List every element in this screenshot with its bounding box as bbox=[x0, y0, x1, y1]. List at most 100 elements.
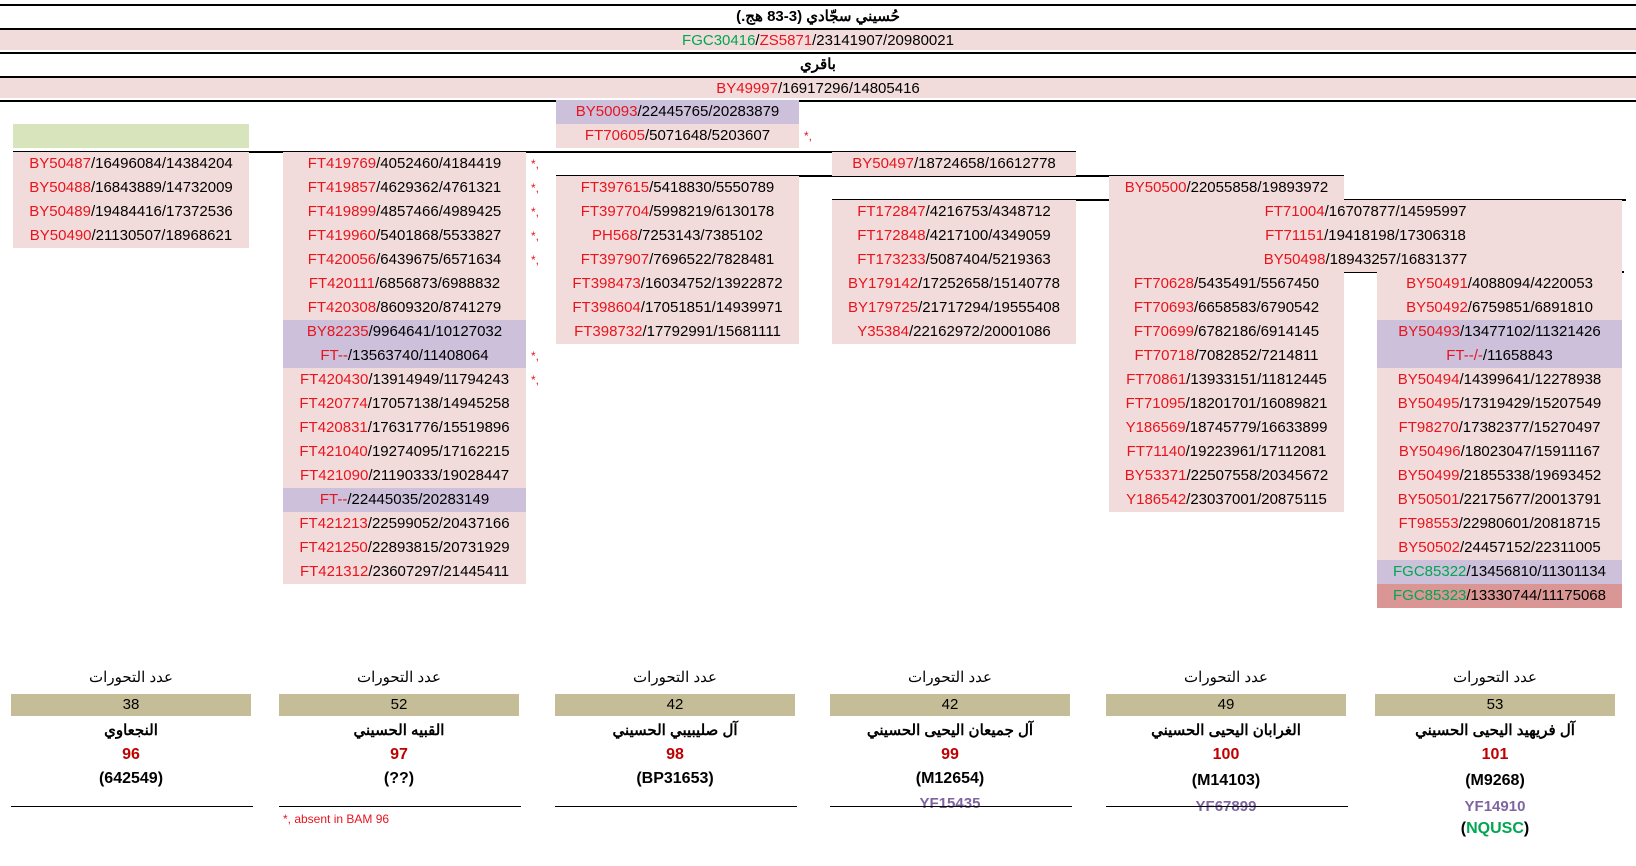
mutation-count-label: عدد التحورات bbox=[633, 669, 717, 686]
snp-id: BY50489 bbox=[29, 203, 91, 220]
snp-position: /6856873/6988832 bbox=[375, 275, 501, 292]
snp-id: FT-- bbox=[319, 491, 348, 508]
snp-position: /19223961/17112081 bbox=[1185, 443, 1327, 460]
lineage-extra-code: NQUSC bbox=[1466, 820, 1524, 837]
empty-green-box bbox=[13, 124, 249, 148]
snp-segment: /23141907/20980021 bbox=[812, 32, 954, 49]
snp-id: BY50492 bbox=[1406, 299, 1468, 316]
snp-row: FT398732/17792991/15681111 bbox=[556, 320, 799, 344]
snp-row: FT70699/6782186/6914145 bbox=[1109, 320, 1344, 344]
absent-marker: *, bbox=[531, 349, 540, 363]
snp-position: /4052460/4184419 bbox=[376, 155, 502, 172]
snp-row: BY50491/4088094/4220053 bbox=[1377, 272, 1622, 296]
snp-row: FT70861/13933151/11812445 bbox=[1109, 368, 1344, 392]
snp-row: BY179725/21717294/19555408 bbox=[832, 296, 1076, 320]
lineage-yf: YF14910 bbox=[1464, 798, 1526, 815]
snp-row: FT--/-/11658843 bbox=[1377, 344, 1622, 368]
lineage-name: الغرابان اليحيى الحسيني bbox=[1151, 722, 1301, 739]
snp-position: /9964641/10127032 bbox=[368, 323, 503, 340]
lineage-snp: (BP31653) bbox=[636, 770, 714, 787]
snp-id: FT420111 bbox=[308, 275, 375, 292]
summary-underline bbox=[279, 806, 521, 807]
mutation-count: 38 bbox=[11, 694, 251, 716]
snp-row: BY50499/21855338/19693452 bbox=[1377, 464, 1622, 488]
snp-row: BY50490/21130507/18968621 bbox=[13, 224, 249, 248]
lineage-number: 100 bbox=[1212, 746, 1240, 763]
snp-id: FT421312 bbox=[299, 563, 369, 580]
snp-row: FT420774/17057138/14945258 bbox=[283, 392, 526, 416]
absent-marker: *, bbox=[531, 373, 540, 387]
snp-row: BY50502/24457152/22311005 bbox=[1377, 536, 1622, 560]
branch-by50500: BY50500/22055858/19893972 bbox=[1109, 176, 1344, 200]
snp-id: FT71004 bbox=[1264, 203, 1325, 220]
snp-id: FT420056 bbox=[307, 251, 377, 268]
snp-row: FT71004/16707877/14595997 bbox=[1109, 200, 1622, 224]
snp-row: BY50487/16496084/14384204 bbox=[13, 152, 249, 176]
snp-position: /22175677/20013791 bbox=[1459, 491, 1602, 508]
snp-id: FT420430 bbox=[299, 371, 369, 388]
snp-id: FT70699 bbox=[1133, 323, 1194, 340]
branch-line bbox=[13, 151, 1076, 153]
snp-row: Y35384/22162972/20001086 bbox=[832, 320, 1076, 344]
snp-row: BY179142/17252658/15140778 bbox=[832, 272, 1076, 296]
snp-position: /22162972/20001086 bbox=[908, 323, 1051, 340]
snp-position: /22507558/20345672 bbox=[1186, 467, 1329, 484]
snp-row: FT420111/6856873/6988832 bbox=[283, 272, 526, 296]
lineage-snp: (642549) bbox=[98, 770, 164, 787]
snp-id: BY50491 bbox=[1406, 275, 1468, 292]
snp-row: PH568/7253143/7385102 bbox=[556, 224, 799, 248]
snp-position: /17319429/15207549 bbox=[1459, 395, 1602, 412]
mutation-count-label: عدد التحورات bbox=[89, 669, 173, 686]
snp-row: FT172847/4216753/4348712 bbox=[832, 200, 1076, 224]
lineage-number: 99 bbox=[941, 746, 959, 763]
snp-position: /16707877/14595997 bbox=[1324, 203, 1467, 220]
snp-id: BY50502 bbox=[1398, 539, 1461, 556]
snp-id: BY50498 bbox=[1263, 251, 1326, 268]
snp-id: FT421213 bbox=[299, 515, 368, 532]
snp-id: FT421090 bbox=[299, 467, 369, 484]
snp-position: /16034752/13922872 bbox=[640, 275, 783, 292]
snp-segment: /18724658/16612778 bbox=[913, 155, 1056, 172]
snp-id: BY50496 bbox=[1398, 443, 1461, 460]
snp-position: /19418198/17306318 bbox=[1324, 227, 1466, 244]
snp-row: FT419857/4629362/4761321 bbox=[283, 176, 526, 200]
absent-marker: *, bbox=[531, 253, 540, 267]
snp-row: FGC85322/13456810/11301134 bbox=[1377, 560, 1622, 584]
snp-position: /5401868/5533827 bbox=[376, 227, 502, 244]
snp-row: FT420831/17631776/15519896 bbox=[283, 416, 526, 440]
absent-marker: *, bbox=[531, 157, 540, 171]
lineage-number: 96 bbox=[122, 746, 140, 763]
snp-id: FT70861 bbox=[1126, 371, 1187, 388]
lineage-name: آل فريهيد اليحيى الحسيني bbox=[1415, 722, 1575, 739]
snp-position: /6439675/6571634 bbox=[376, 251, 502, 268]
snp-position: /22445035/20283149 bbox=[347, 491, 490, 508]
snp-segment: /16917296/14805416 bbox=[777, 80, 920, 97]
lineage-name: آل صليبيبي الحسيني bbox=[612, 722, 738, 739]
snp-id: FT70628 bbox=[1133, 275, 1194, 292]
snp-row: BY50489/19484416/17372536 bbox=[13, 200, 249, 224]
snp-position: /17252658/15140778 bbox=[918, 275, 1060, 292]
snp-position: /7253143/7385102 bbox=[637, 227, 763, 244]
snp-position: /5998219/6130178 bbox=[649, 203, 775, 220]
mutation-count-label: عدد التحورات bbox=[357, 669, 441, 686]
snp-segment: /5071648/5203607 bbox=[644, 127, 771, 144]
snp-position: /6782186/6914145 bbox=[1193, 323, 1320, 340]
summary-underline bbox=[1106, 806, 1348, 807]
snp-row: FT--/13563740/11408064 bbox=[283, 344, 526, 368]
snp-row: Y186569/18745779/16633899 bbox=[1109, 416, 1344, 440]
absent-marker: *, bbox=[531, 205, 540, 219]
snp-id: FT398604 bbox=[572, 299, 641, 316]
snp-row: BY82235/9964641/10127032 bbox=[283, 320, 526, 344]
snp-id: BY50488 bbox=[29, 179, 91, 196]
snp-row: BY50495/17319429/15207549 bbox=[1377, 392, 1622, 416]
snp-position: /21130507/18968621 bbox=[91, 227, 233, 244]
mutation-count-label: عدد التحورات bbox=[1453, 669, 1537, 686]
lineage-snp: (M14103) bbox=[1191, 772, 1261, 789]
snp-row: FGC85323/13330744/11175068 bbox=[1377, 584, 1622, 608]
snp-position: /4216753/4348712 bbox=[925, 203, 1051, 220]
snp-row: BY50492/6759851/6891810 bbox=[1377, 296, 1622, 320]
snp-position: /4088094/4220053 bbox=[1467, 275, 1593, 292]
snp-position: /13563740/11408064 bbox=[347, 347, 489, 364]
snp-id: FT397615 bbox=[580, 179, 650, 196]
snp-segment: /22055858/19893972 bbox=[1186, 179, 1329, 196]
